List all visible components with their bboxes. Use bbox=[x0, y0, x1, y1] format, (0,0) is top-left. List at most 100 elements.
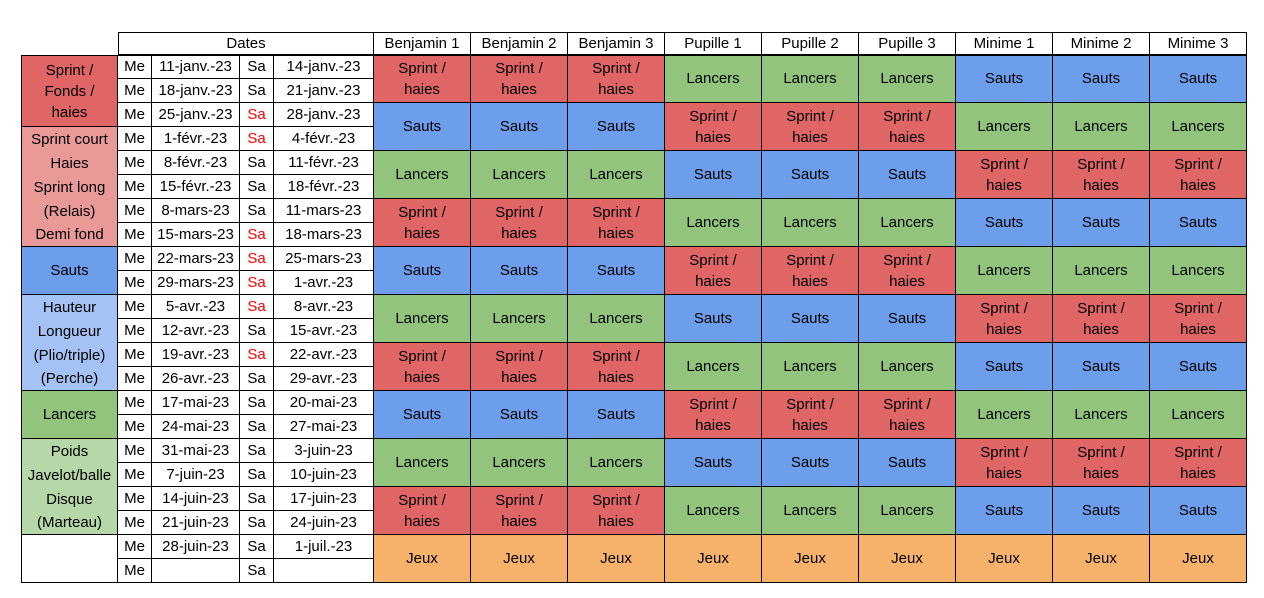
weekday-sat[interactable]: Sa bbox=[240, 511, 274, 535]
group-header[interactable]: Pupille 1 bbox=[665, 32, 762, 55]
saturday-date[interactable]: 1-juil.-23 bbox=[274, 535, 374, 559]
weekday-wed[interactable]: Me bbox=[118, 439, 152, 463]
activity-cell-sprint[interactable]: Sprint / haies bbox=[762, 103, 859, 151]
activity-cell-sauts[interactable]: Sauts bbox=[859, 151, 956, 199]
weekday-wed[interactable]: Me bbox=[118, 415, 152, 439]
wednesday-date[interactable]: 12-avr.-23 bbox=[152, 319, 240, 343]
saturday-date[interactable]: 21-janv.-23 bbox=[274, 79, 374, 103]
weekday-sat[interactable]: Sa bbox=[240, 175, 274, 199]
weekday-sat[interactable]: Sa bbox=[240, 223, 274, 247]
weekday-sat[interactable]: Sa bbox=[240, 415, 274, 439]
activity-cell-lancers[interactable]: Lancers bbox=[956, 103, 1053, 151]
activity-cell-jeux[interactable]: Jeux bbox=[859, 535, 956, 583]
weekday-sat[interactable]: Sa bbox=[240, 391, 274, 415]
activity-cell-sprint[interactable]: Sprint / haies bbox=[568, 55, 665, 103]
saturday-date[interactable]: 3-juin-23 bbox=[274, 439, 374, 463]
weekday-sat[interactable]: Sa bbox=[240, 295, 274, 319]
activity-cell-jeux[interactable]: Jeux bbox=[762, 535, 859, 583]
weekday-wed[interactable]: Me bbox=[118, 295, 152, 319]
activity-cell-sauts[interactable]: Sauts bbox=[956, 487, 1053, 535]
activity-cell-sprint[interactable]: Sprint / haies bbox=[1150, 439, 1247, 487]
activity-cell-sauts[interactable]: Sauts bbox=[1150, 487, 1247, 535]
wednesday-date[interactable]: 11-janv.-23 bbox=[152, 55, 240, 79]
activity-cell-lancers[interactable]: Lancers bbox=[859, 487, 956, 535]
saturday-date[interactable]: 18-févr.-23 bbox=[274, 175, 374, 199]
activity-cell-sprint[interactable]: Sprint / haies bbox=[568, 343, 665, 391]
wednesday-date[interactable]: 19-avr.-23 bbox=[152, 343, 240, 367]
wednesday-date[interactable]: 17-mai-23 bbox=[152, 391, 240, 415]
weekday-sat[interactable]: Sa bbox=[240, 367, 274, 391]
activity-cell-sprint[interactable]: Sprint / haies bbox=[568, 199, 665, 247]
wednesday-date[interactable]: 22-mars-23 bbox=[152, 247, 240, 271]
activity-cell-lancers[interactable]: Lancers bbox=[762, 55, 859, 103]
activity-cell-sauts[interactable]: Sauts bbox=[956, 55, 1053, 103]
saturday-date[interactable] bbox=[274, 559, 374, 583]
activity-cell-lancers[interactable]: Lancers bbox=[859, 199, 956, 247]
wednesday-date[interactable]: 26-avr.-23 bbox=[152, 367, 240, 391]
group-header[interactable]: Minime 1 bbox=[956, 32, 1053, 55]
activity-cell-lancers[interactable]: Lancers bbox=[374, 151, 471, 199]
activity-cell-lancers[interactable]: Lancers bbox=[1053, 391, 1150, 439]
wednesday-date[interactable]: 15-mars-23 bbox=[152, 223, 240, 247]
wednesday-date[interactable]: 14-juin-23 bbox=[152, 487, 240, 511]
activity-cell-sauts[interactable]: Sauts bbox=[568, 391, 665, 439]
weekday-sat[interactable]: Sa bbox=[240, 271, 274, 295]
activity-cell-sprint[interactable]: Sprint / haies bbox=[665, 247, 762, 295]
activity-cell-sprint[interactable]: Sprint / haies bbox=[1053, 439, 1150, 487]
weekday-wed[interactable]: Me bbox=[118, 103, 152, 127]
saturday-date[interactable]: 17-juin-23 bbox=[274, 487, 374, 511]
saturday-date[interactable]: 11-mars-23 bbox=[274, 199, 374, 223]
activity-cell-lancers[interactable]: Lancers bbox=[665, 343, 762, 391]
saturday-date[interactable]: 8-avr.-23 bbox=[274, 295, 374, 319]
activity-cell-jeux[interactable]: Jeux bbox=[471, 535, 568, 583]
weekday-wed[interactable]: Me bbox=[118, 127, 152, 151]
activity-cell-jeux[interactable]: Jeux bbox=[374, 535, 471, 583]
saturday-date[interactable]: 15-avr.-23 bbox=[274, 319, 374, 343]
weekday-sat[interactable]: Sa bbox=[240, 535, 274, 559]
activity-cell-lancers[interactable]: Lancers bbox=[665, 487, 762, 535]
weekday-wed[interactable]: Me bbox=[118, 271, 152, 295]
activity-cell-lancers[interactable]: Lancers bbox=[1053, 103, 1150, 151]
activity-cell-lancers[interactable]: Lancers bbox=[665, 199, 762, 247]
activity-cell-jeux[interactable]: Jeux bbox=[665, 535, 762, 583]
weekday-wed[interactable]: Me bbox=[118, 151, 152, 175]
activity-cell-jeux[interactable]: Jeux bbox=[1053, 535, 1150, 583]
weekday-wed[interactable]: Me bbox=[118, 463, 152, 487]
activity-cell-sauts[interactable]: Sauts bbox=[762, 439, 859, 487]
saturday-date[interactable]: 28-janv.-23 bbox=[274, 103, 374, 127]
group-header[interactable]: Benjamin 1 bbox=[374, 32, 471, 55]
activity-cell-sauts[interactable]: Sauts bbox=[1053, 55, 1150, 103]
activity-cell-sauts[interactable]: Sauts bbox=[1053, 487, 1150, 535]
activity-cell-sauts[interactable]: Sauts bbox=[471, 391, 568, 439]
activity-cell-lancers[interactable]: Lancers bbox=[568, 295, 665, 343]
activity-cell-jeux[interactable]: Jeux bbox=[568, 535, 665, 583]
activity-cell-lancers[interactable]: Lancers bbox=[762, 487, 859, 535]
activity-cell-sauts[interactable]: Sauts bbox=[374, 391, 471, 439]
activity-cell-sauts[interactable]: Sauts bbox=[471, 103, 568, 151]
activity-cell-sauts[interactable]: Sauts bbox=[665, 295, 762, 343]
activity-cell-sprint[interactable]: Sprint / haies bbox=[665, 391, 762, 439]
weekday-wed[interactable]: Me bbox=[118, 559, 152, 583]
activity-cell-sauts[interactable]: Sauts bbox=[1150, 343, 1247, 391]
wednesday-date[interactable]: 29-mars-23 bbox=[152, 271, 240, 295]
saturday-date[interactable]: 4-févr.-23 bbox=[274, 127, 374, 151]
weekday-wed[interactable]: Me bbox=[118, 247, 152, 271]
activity-cell-sauts[interactable]: Sauts bbox=[665, 439, 762, 487]
activity-cell-sauts[interactable]: Sauts bbox=[956, 199, 1053, 247]
weekday-wed[interactable]: Me bbox=[118, 367, 152, 391]
weekday-sat[interactable]: Sa bbox=[240, 103, 274, 127]
wednesday-date[interactable]: 7-juin-23 bbox=[152, 463, 240, 487]
activity-cell-jeux[interactable]: Jeux bbox=[1150, 535, 1247, 583]
group-header[interactable]: Benjamin 3 bbox=[568, 32, 665, 55]
activity-cell-lancers[interactable]: Lancers bbox=[471, 295, 568, 343]
activity-cell-sprint[interactable]: Sprint / haies bbox=[374, 199, 471, 247]
activity-cell-lancers[interactable]: Lancers bbox=[859, 343, 956, 391]
activity-cell-sprint[interactable]: Sprint / haies bbox=[374, 343, 471, 391]
activity-cell-lancers[interactable]: Lancers bbox=[374, 295, 471, 343]
activity-cell-lancers[interactable]: Lancers bbox=[568, 151, 665, 199]
wednesday-date[interactable]: 8-mars-23 bbox=[152, 199, 240, 223]
group-header[interactable]: Pupille 3 bbox=[859, 32, 956, 55]
activity-cell-lancers[interactable]: Lancers bbox=[762, 343, 859, 391]
activity-cell-sprint[interactable]: Sprint / haies bbox=[1053, 151, 1150, 199]
saturday-date[interactable]: 10-juin-23 bbox=[274, 463, 374, 487]
